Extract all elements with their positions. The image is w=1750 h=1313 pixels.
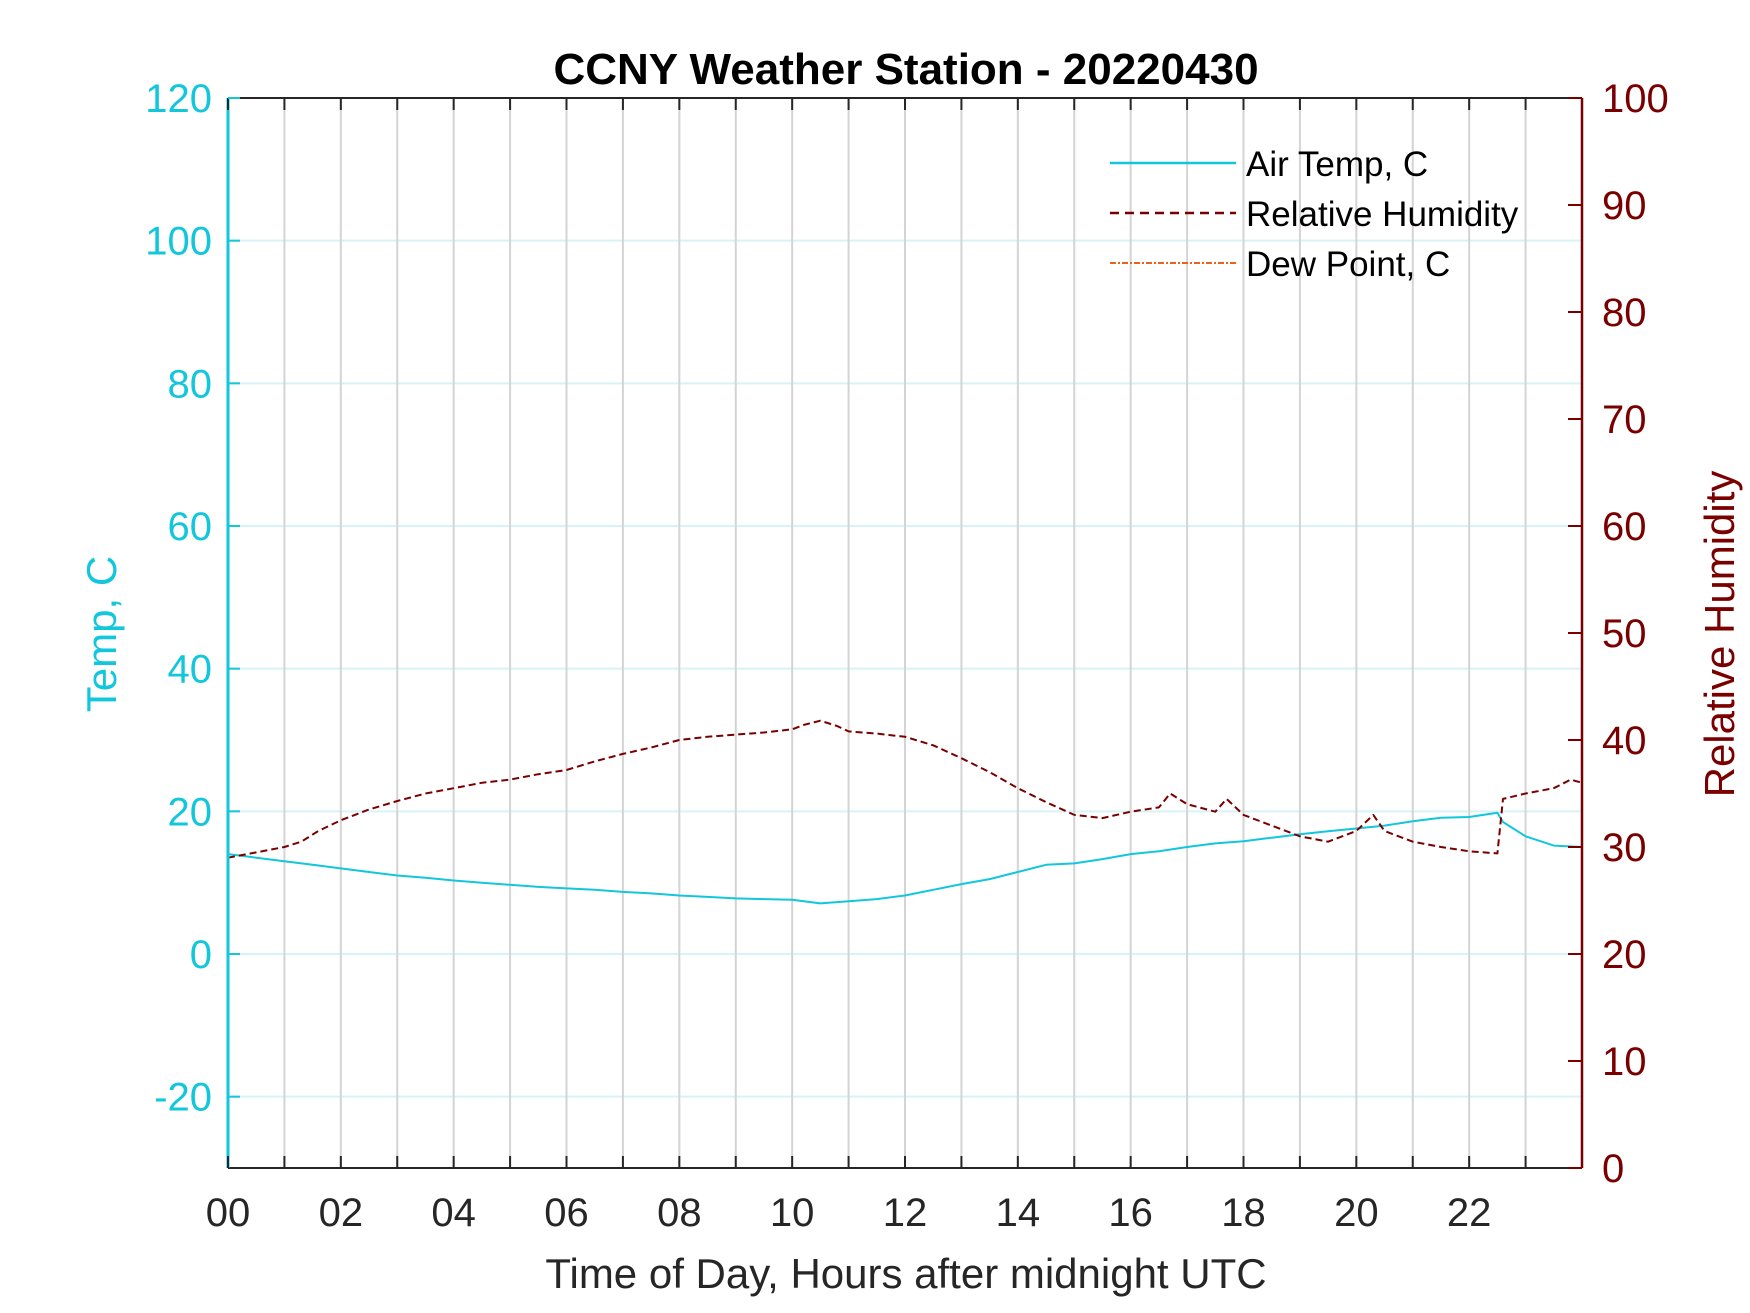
left-y-tick-label: 0 [190, 933, 212, 977]
left-y-tick-label: 60 [168, 505, 213, 549]
tick-labels: 00 02 04 06 08 10 12 14 16 18 20 22-200204060801001… [145, 77, 1669, 1235]
right-y-tick-label: 30 [1602, 826, 1647, 870]
axes [226, 97, 1584, 1169]
x-tick-label: 14 [996, 1191, 1041, 1235]
right-y-tick-label: 20 [1602, 933, 1647, 977]
left-y-tick-label: 120 [145, 77, 212, 121]
series-lines [227, 719, 1583, 905]
x-tick-label: 00 [206, 1191, 251, 1235]
legend: Air Temp, C Relative Humidity Dew Point,… [1110, 145, 1519, 284]
right-y-tick-label: 60 [1602, 505, 1647, 549]
right-y-tick-label: 90 [1602, 184, 1647, 228]
x-axis-label: Time of Day, Hours after midnight UTC [545, 1250, 1266, 1297]
x-tick-label: 06 [544, 1191, 589, 1235]
x-tick-label: 04 [431, 1191, 476, 1235]
right-y-tick-label: 50 [1602, 612, 1647, 656]
x-tick-label: 16 [1108, 1191, 1153, 1235]
left-y-tick-label: 100 [145, 220, 212, 264]
legend-label-relative-humidity: Relative Humidity [1246, 195, 1519, 234]
right-y-tick-label: 70 [1602, 398, 1647, 442]
x-tick-label: 20 [1334, 1191, 1379, 1235]
left-y-axis-label: Temp, C [78, 556, 125, 712]
right-y-axis-label: Relative Humidity [1696, 471, 1743, 798]
x-tick-label: 08 [657, 1191, 702, 1235]
grid-lines [228, 97, 1582, 1168]
series-line-0 [227, 811, 1583, 905]
x-tick-label: 22 [1447, 1191, 1492, 1235]
legend-label-air-temp: Air Temp, C [1246, 145, 1428, 184]
chart-title: CCNY Weather Station - 20220430 [553, 45, 1258, 94]
series-line-1 [227, 719, 1583, 859]
right-y-tick-label: 100 [1602, 77, 1669, 121]
left-y-tick-label: -20 [154, 1076, 212, 1120]
left-y-tick-label: 20 [168, 790, 213, 834]
right-y-tick-label: 40 [1602, 719, 1647, 763]
x-tick-label: 18 [1221, 1191, 1266, 1235]
x-tick-label: 10 [770, 1191, 815, 1235]
x-tick-label: 02 [319, 1191, 364, 1235]
right-y-tick-label: 0 [1602, 1147, 1624, 1191]
left-y-tick-label: 40 [168, 648, 213, 692]
right-y-tick-label: 10 [1602, 1040, 1647, 1084]
right-y-tick-label: 80 [1602, 291, 1647, 335]
x-tick-label: 12 [883, 1191, 928, 1235]
left-y-tick-label: 80 [168, 362, 213, 406]
legend-label-dew-point: Dew Point, C [1246, 245, 1450, 284]
